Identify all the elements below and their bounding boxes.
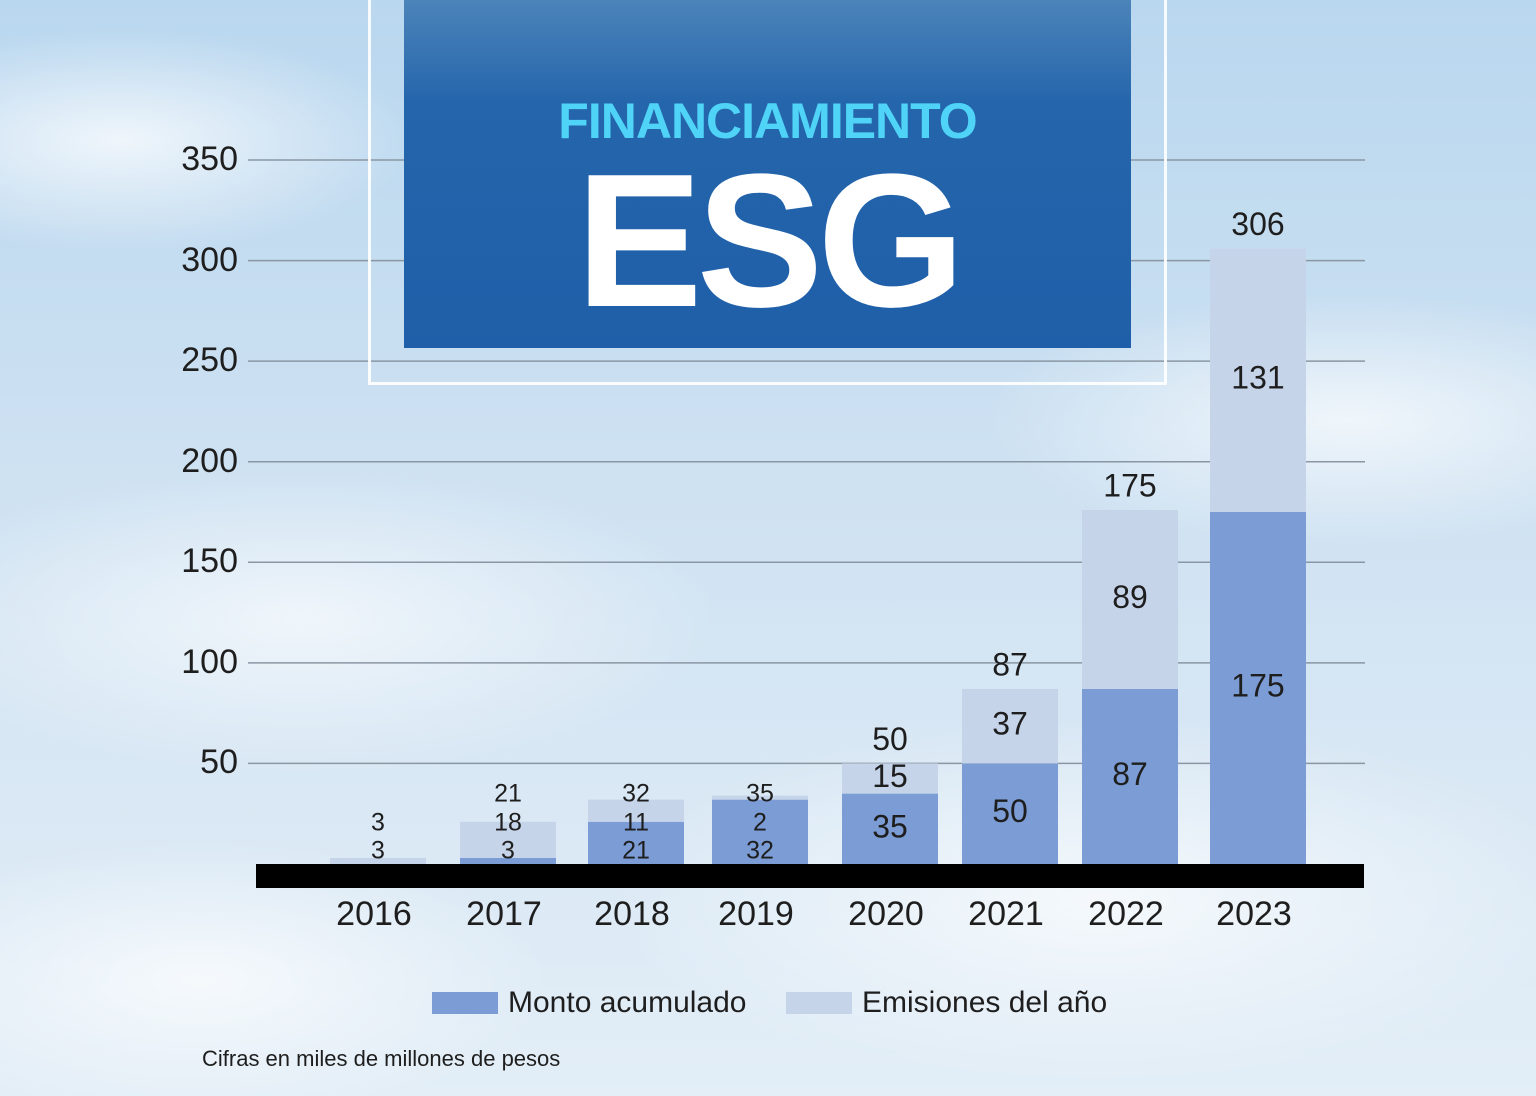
data-label-total-2017: 21 bbox=[494, 780, 522, 808]
y-tick-label: 50 bbox=[200, 743, 238, 782]
data-label-total-2018: 32 bbox=[622, 780, 650, 808]
bar-monto-acumulado-2020 bbox=[842, 793, 938, 864]
bar-emisiones-2022 bbox=[1082, 509, 1178, 690]
chart-title-top: FINANCIAMIENTO bbox=[558, 93, 977, 149]
y-tick-label: 350 bbox=[181, 140, 238, 178]
data-label-monto-2020: 35 bbox=[872, 808, 908, 844]
data-label-emisiones-2022: 89 bbox=[1112, 579, 1148, 615]
bar-monto-acumulado-2018 bbox=[588, 821, 684, 864]
bar-monto-acumulado-2021 bbox=[962, 763, 1058, 864]
data-label-emisiones-2019: 2 bbox=[753, 809, 767, 837]
data-label-total-2021: 87 bbox=[992, 646, 1028, 682]
legend-label-monto: Monto acumulado bbox=[508, 986, 747, 1019]
data-label-emisiones-2017: 18 bbox=[494, 809, 522, 837]
y-tick-label: 150 bbox=[181, 542, 238, 581]
data-label-monto-2017: 3 bbox=[501, 837, 515, 865]
bar-monto-acumulado-2017 bbox=[460, 857, 556, 864]
bar-emisiones-2020 bbox=[842, 763, 938, 794]
legend-swatch-monto bbox=[432, 992, 498, 1014]
data-label-monto-2018: 21 bbox=[622, 837, 650, 865]
data-label-total-2019: 35 bbox=[746, 780, 774, 808]
title-panel bbox=[404, 0, 1131, 348]
legend-item-emisiones: Emisiones del año bbox=[786, 986, 1107, 1020]
bar-emisiones-2023 bbox=[1210, 248, 1306, 512]
data-label-emisiones-2016: 3 bbox=[371, 809, 385, 837]
footnote: Cifras en miles de millones de pesos bbox=[202, 1046, 561, 1071]
chart-title-main: ESG bbox=[575, 135, 965, 347]
x-tick-label-2018: 2018 bbox=[594, 895, 670, 933]
legend-label-emisiones: Emisiones del año bbox=[862, 986, 1108, 1019]
x-tick-label-2016: 2016 bbox=[336, 895, 412, 933]
data-label-monto-2016: 3 bbox=[371, 837, 385, 865]
data-label-emisiones-2018: 11 bbox=[623, 809, 649, 837]
bar-emisiones-2016 bbox=[330, 857, 426, 864]
x-tick-label-2023: 2023 bbox=[1216, 895, 1292, 933]
data-label-monto-2023: 175 bbox=[1231, 667, 1284, 703]
legend-item-monto: Monto acumulado bbox=[432, 986, 746, 1020]
data-label-monto-2021: 50 bbox=[992, 793, 1028, 829]
bar-emisiones-2017 bbox=[460, 821, 556, 858]
data-label-total-2023: 306 bbox=[1231, 206, 1284, 242]
x-tick-label-2021: 2021 bbox=[968, 895, 1044, 933]
data-label-emisiones-2021: 37 bbox=[992, 706, 1028, 742]
y-tick-label: 250 bbox=[181, 341, 238, 380]
data-label-total-2020: 50 bbox=[872, 721, 908, 757]
x-axis-baseline bbox=[256, 864, 1364, 888]
x-tick-label-2020: 2020 bbox=[848, 895, 924, 933]
data-label-monto-2022: 87 bbox=[1112, 756, 1148, 792]
data-label-emisiones-2023: 131 bbox=[1231, 360, 1284, 396]
y-tick-label: 100 bbox=[181, 642, 238, 681]
title-frame bbox=[368, 0, 1167, 385]
bar-emisiones-2019 bbox=[712, 795, 808, 800]
bar-monto-acumulado-2022 bbox=[1082, 689, 1178, 864]
y-tick-label: 200 bbox=[181, 441, 238, 480]
bar-monto-acumulado-2019 bbox=[712, 799, 808, 864]
x-tick-label-2017: 2017 bbox=[466, 895, 542, 933]
data-label-monto-2019: 32 bbox=[746, 837, 774, 865]
x-tick-label-2022: 2022 bbox=[1088, 895, 1164, 933]
legend-swatch-emisiones bbox=[786, 992, 852, 1014]
x-tick-label-2019: 2019 bbox=[718, 895, 794, 933]
bar-monto-acumulado-2023 bbox=[1210, 512, 1306, 864]
y-tick-label: 300 bbox=[181, 240, 238, 279]
data-label-total-2022: 175 bbox=[1103, 467, 1156, 503]
data-label-emisiones-2020: 15 bbox=[872, 758, 908, 794]
bar-emisiones-2018 bbox=[588, 799, 684, 822]
bar-emisiones-2021 bbox=[962, 689, 1058, 764]
